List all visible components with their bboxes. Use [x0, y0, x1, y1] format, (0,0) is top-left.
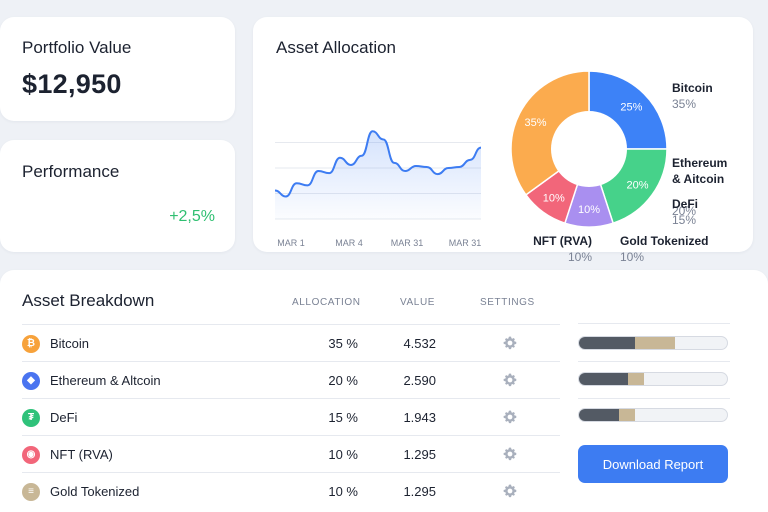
donut-slice-label: 25% [620, 102, 642, 114]
donut-slice-label: 10% [578, 204, 600, 216]
x-tick-label: MAR 31 [391, 238, 424, 248]
performance-card: Performance +2,5% [0, 140, 235, 252]
asset-breakdown-card: Asset Breakdown ALLOCATION VALUE SETTING… [0, 270, 768, 512]
allocation-bar-bitcoin [578, 336, 728, 350]
legend-pct: 35% [672, 97, 697, 111]
download-report-button[interactable]: Download Report [578, 445, 728, 483]
bar-segment-light [618, 409, 636, 421]
legend-name: Ethereum & Aitcoin [672, 156, 728, 186]
legend-pct: 20% [672, 204, 697, 218]
asset-allocation: 20 % [328, 373, 358, 388]
legend-name: NFT (RVA) [533, 234, 592, 248]
asset-allocation: 15 % [328, 410, 358, 425]
bar-segment-dark [579, 373, 628, 385]
asset-value: 1.295 [403, 484, 436, 499]
legend-defi: DeFi 15% [672, 196, 698, 228]
allocation-bar-defi [578, 408, 728, 422]
bar-segment-light [627, 373, 645, 385]
defi-icon: ₮ [22, 409, 40, 427]
asset-value: 1.943 [403, 410, 436, 425]
column-header-value: VALUE [400, 297, 436, 308]
asset-name: DeFi [50, 410, 78, 425]
x-tick-label: MAR 4 [335, 238, 363, 248]
performance-title: Performance [22, 162, 120, 181]
nft-icon: ◉ [22, 446, 40, 464]
line-chart-series [275, 130, 482, 198]
gear-icon[interactable] [502, 372, 518, 388]
table-row[interactable]: ₮ DeFi 15 % 1.943 [22, 398, 560, 435]
portfolio-value-title: Portfolio Value [22, 38, 132, 57]
asset-allocation-title: Asset Allocation [276, 38, 397, 57]
asset-name: Bitcoin [50, 336, 90, 351]
table-row[interactable]: ◆ Ethereum & Altcoin 20 % 2.590 [22, 361, 560, 398]
bar-segment-light [635, 337, 676, 349]
asset-value: 2.590 [403, 373, 436, 388]
donut-slice-gold-tokenized [510, 70, 590, 196]
gear-icon[interactable] [502, 446, 518, 462]
asset-value: 4.532 [403, 336, 436, 351]
divider [578, 323, 730, 324]
gear-icon[interactable] [502, 335, 518, 351]
ethereum-icon: ◆ [22, 372, 40, 390]
performance-change: +2,5% [169, 208, 215, 225]
donut-slice-label: 10% [543, 193, 565, 205]
table-row[interactable]: ◉ NFT (RVA) 10 % 1.295 [22, 435, 560, 472]
bar-segment-dark [579, 409, 619, 421]
table-row[interactable]: ≡ Gold Tokenized 10 % 1.295 [22, 472, 560, 509]
column-header-allocation: ALLOCATION [292, 297, 361, 308]
legend-gold: Gold Tokenized 10% [620, 233, 708, 265]
legend-name: Gold Tokenized [620, 234, 709, 248]
line-chart-area [275, 131, 481, 219]
donut-slice-label: 20% [627, 179, 649, 191]
table-row[interactable]: ₿ Bitcoin 35 % 4.532 [22, 324, 560, 361]
legend-pct: 10% [620, 250, 645, 264]
allocation-bar-ethereum [578, 372, 728, 386]
portfolio-value-amount: $12,950 [22, 69, 122, 99]
x-tick-label: MAR 1 [277, 238, 305, 248]
legend-bitcoin: Bitcoin 35% [672, 80, 713, 112]
legend-ethereum: Ethereum & Aitcoin 20% [672, 139, 727, 235]
legend-pct: 10% [567, 250, 592, 264]
allocation-line-chart: MAR 1 MAR 4 MAR 31 MAR 31 [275, 130, 482, 248]
legend-pct: 15% [672, 213, 697, 227]
asset-allocation-card: Asset Allocation MAR 1 MAR 4 MAR 31 MAR 31 … [253, 17, 753, 264]
gear-icon[interactable] [502, 483, 518, 499]
asset-breakdown-title: Asset Breakdown [22, 291, 155, 310]
column-header-settings: SETTINGS [480, 297, 535, 308]
asset-value: 1.295 [403, 447, 436, 462]
divider [578, 361, 730, 362]
gear-icon[interactable] [502, 409, 518, 425]
donut-hole [551, 111, 627, 187]
asset-name: Ethereum & Altcoin [50, 373, 161, 388]
asset-allocation: 35 % [328, 336, 358, 351]
legend-name: DeFi [672, 197, 699, 211]
divider [578, 398, 730, 399]
gold-icon: ≡ [22, 483, 40, 501]
legend-nft: NFT (RVA) 10% [532, 233, 592, 265]
asset-allocation: 10 % [328, 484, 358, 499]
donut-slice-label: 35% [525, 117, 547, 129]
asset-allocation: 10 % [328, 447, 358, 462]
asset-name: NFT (RVA) [50, 447, 113, 462]
bitcoin-icon: ₿ [22, 335, 40, 353]
bar-segment-dark [579, 337, 636, 349]
allocation-donut-chart: 25% 20% 10% 10% 35% [510, 70, 668, 228]
x-tick-label: MAR 31 [449, 238, 482, 248]
portfolio-value-card: Portfolio Value $12,950 [0, 17, 235, 121]
asset-name: Gold Tokenized [50, 484, 140, 499]
legend-name: Bitcoin [672, 81, 713, 95]
